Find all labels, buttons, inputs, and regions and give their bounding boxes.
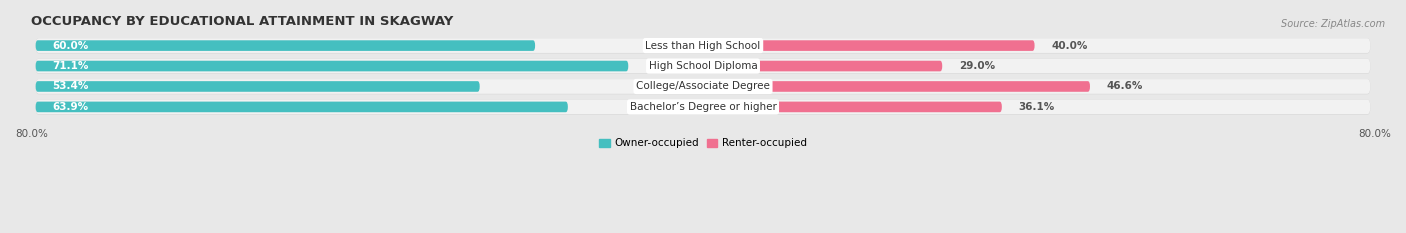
FancyBboxPatch shape bbox=[703, 61, 942, 71]
Text: 29.0%: 29.0% bbox=[959, 61, 995, 71]
FancyBboxPatch shape bbox=[703, 102, 1002, 112]
Text: High School Diploma: High School Diploma bbox=[648, 61, 758, 71]
FancyBboxPatch shape bbox=[703, 40, 1035, 51]
FancyBboxPatch shape bbox=[35, 79, 1371, 94]
FancyBboxPatch shape bbox=[35, 99, 1371, 114]
Text: Source: ZipAtlas.com: Source: ZipAtlas.com bbox=[1281, 19, 1385, 29]
Text: 36.1%: 36.1% bbox=[1018, 102, 1054, 112]
FancyBboxPatch shape bbox=[35, 79, 1371, 94]
FancyBboxPatch shape bbox=[35, 40, 536, 51]
FancyBboxPatch shape bbox=[35, 38, 1371, 53]
Text: 60.0%: 60.0% bbox=[52, 41, 89, 51]
Text: 71.1%: 71.1% bbox=[52, 61, 89, 71]
FancyBboxPatch shape bbox=[35, 59, 1371, 73]
Text: Bachelor’s Degree or higher: Bachelor’s Degree or higher bbox=[630, 102, 776, 112]
FancyBboxPatch shape bbox=[35, 81, 479, 92]
FancyBboxPatch shape bbox=[35, 61, 628, 71]
FancyBboxPatch shape bbox=[35, 59, 1371, 74]
Text: 53.4%: 53.4% bbox=[52, 82, 89, 92]
Text: College/Associate Degree: College/Associate Degree bbox=[636, 82, 770, 92]
Text: 46.6%: 46.6% bbox=[1107, 82, 1143, 92]
FancyBboxPatch shape bbox=[703, 81, 1090, 92]
Text: 40.0%: 40.0% bbox=[1052, 41, 1088, 51]
Text: 63.9%: 63.9% bbox=[52, 102, 89, 112]
FancyBboxPatch shape bbox=[35, 38, 1371, 53]
Text: OCCUPANCY BY EDUCATIONAL ATTAINMENT IN SKAGWAY: OCCUPANCY BY EDUCATIONAL ATTAINMENT IN S… bbox=[31, 15, 454, 28]
FancyBboxPatch shape bbox=[35, 99, 1371, 115]
FancyBboxPatch shape bbox=[35, 102, 568, 112]
Legend: Owner-occupied, Renter-occupied: Owner-occupied, Renter-occupied bbox=[595, 134, 811, 153]
Text: Less than High School: Less than High School bbox=[645, 41, 761, 51]
